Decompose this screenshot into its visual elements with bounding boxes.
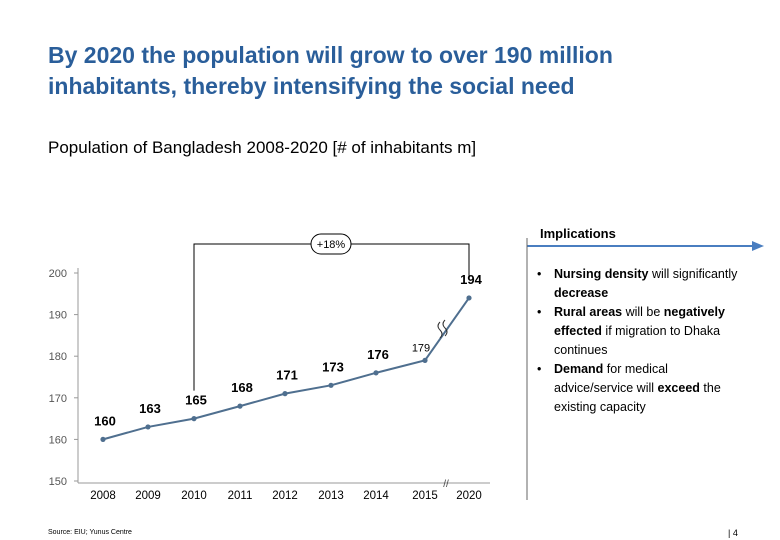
y-tick-label: 190 — [49, 310, 67, 322]
data-label: 168 — [231, 380, 253, 395]
y-tick-label: 160 — [49, 434, 67, 446]
data-point — [373, 370, 379, 376]
data-point — [145, 424, 151, 430]
data-point — [466, 295, 472, 301]
x-tick-label: 2011 — [228, 490, 253, 502]
growth-label: +18% — [317, 239, 346, 251]
implication-item: • Rural areas will be negatively effected… — [537, 305, 725, 357]
x-tick-label: 2008 — [90, 490, 116, 502]
bullet-icon: • — [537, 267, 542, 281]
data-label: 171 — [276, 368, 298, 383]
x-tick-label: 2013 — [318, 490, 344, 502]
source-note: Source: EIU; Yunus Centre — [48, 529, 132, 536]
y-tick-label: 150 — [49, 476, 67, 488]
implication-item: • Nursing density will significantly decr… — [537, 267, 738, 300]
y-tick-label: 200 — [49, 268, 67, 280]
data-point — [328, 382, 334, 388]
page-number: | 4 — [728, 528, 738, 538]
growth-badge — [310, 233, 352, 255]
data-label: 179 — [412, 342, 430, 354]
bullet-icon: • — [537, 362, 542, 376]
x-tick-label: 2014 — [363, 490, 389, 502]
data-label: 160 — [94, 413, 116, 428]
axis-break-mark: // — [443, 479, 449, 490]
arrow-right-icon — [752, 241, 764, 251]
chart-subtitle: Population of Bangladesh 2008-2020 [# of… — [48, 138, 477, 157]
line-break-mark — [437, 319, 448, 339]
y-tick-label: 170 — [49, 393, 67, 405]
implication-item: • Demand for medical advice/service will … — [537, 362, 721, 414]
data-label: 163 — [139, 401, 161, 416]
data-label: 176 — [367, 347, 389, 362]
data-label: 165 — [185, 393, 207, 408]
implications-list: • Nursing density will significantly decr… — [527, 265, 742, 417]
data-point — [422, 357, 428, 363]
x-tick-label: 2010 — [181, 490, 207, 502]
data-label: 173 — [322, 359, 344, 374]
y-tick-label: 180 — [49, 351, 67, 363]
x-tick-label: 2020 — [456, 490, 482, 502]
page-title: By 2020 the population will grow to over… — [48, 42, 613, 99]
data-point — [100, 436, 106, 442]
data-point — [282, 391, 288, 397]
bullet-icon: • — [537, 305, 542, 319]
x-tick-label: 2015 — [412, 490, 438, 502]
x-tick-label: 2009 — [135, 490, 161, 502]
implications-title: Implications — [540, 226, 616, 241]
data-point — [191, 416, 197, 422]
data-label: 194 — [460, 272, 482, 287]
x-tick-label: 2012 — [272, 490, 298, 502]
data-point — [237, 403, 243, 409]
